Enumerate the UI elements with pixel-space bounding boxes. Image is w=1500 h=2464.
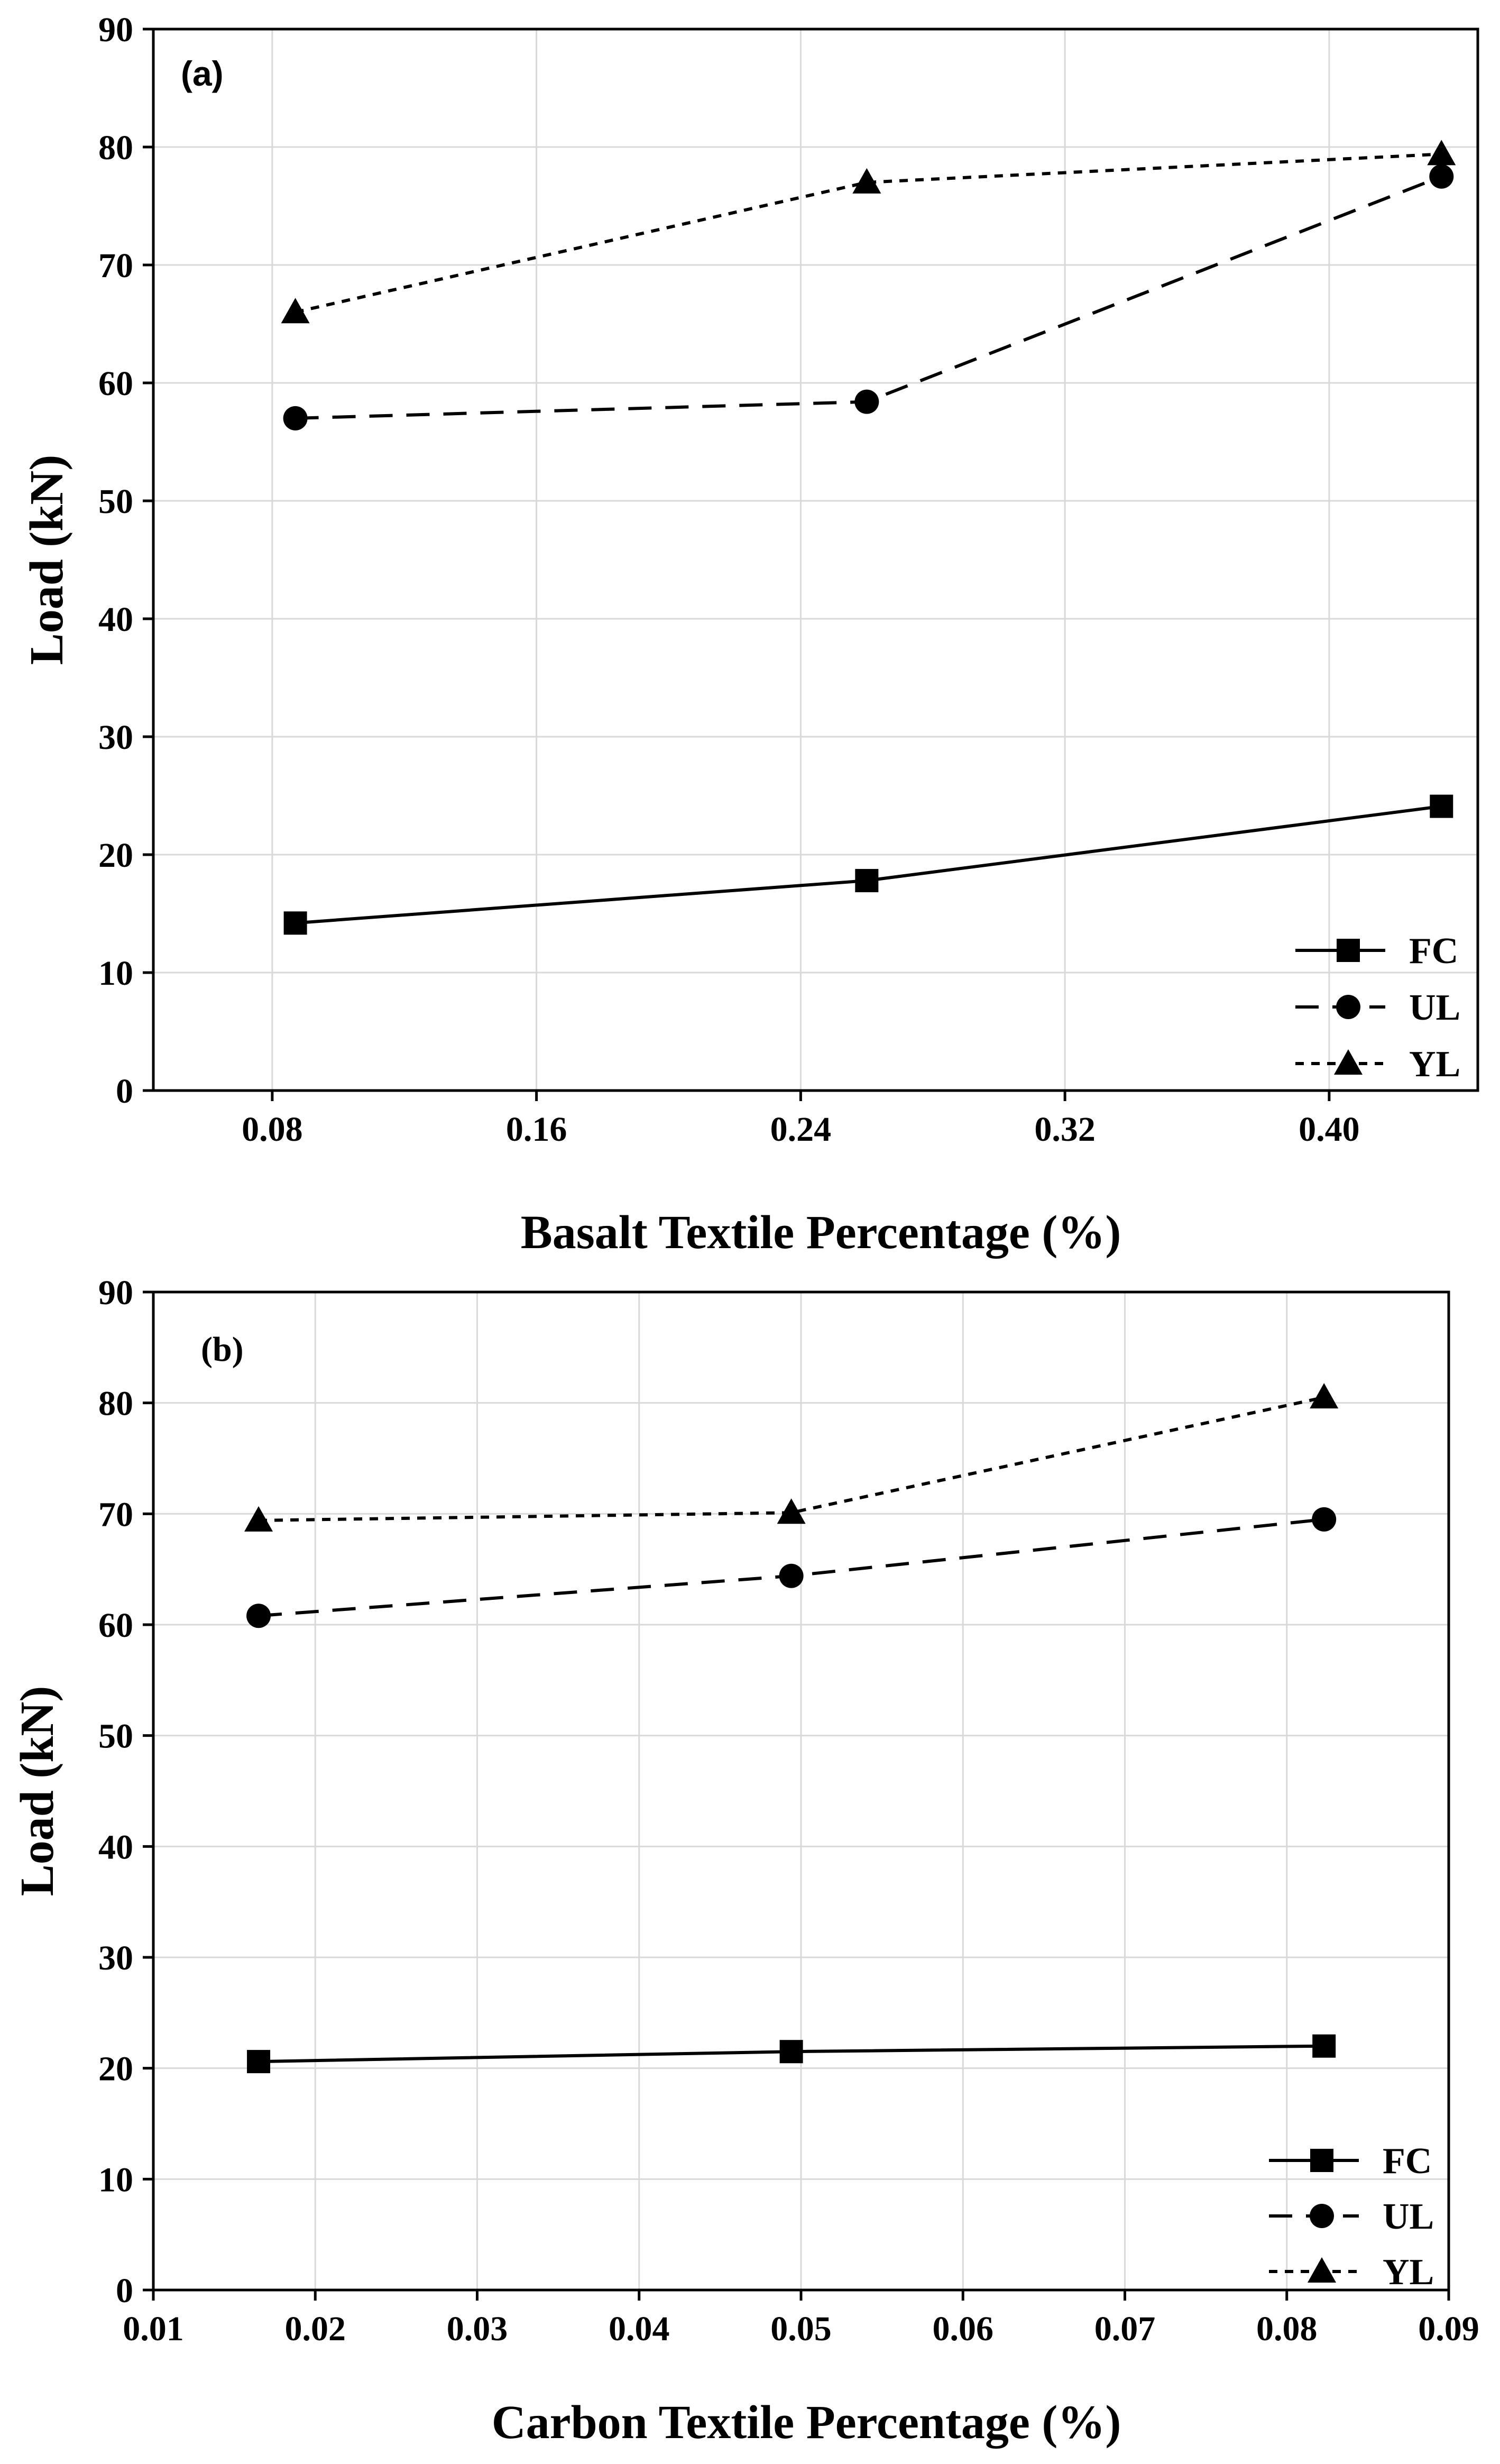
series-line-fc	[295, 804, 1442, 925]
x-tick-label: 0.06	[933, 2310, 994, 2348]
legend-marker-ul	[1336, 995, 1360, 1019]
data-point-ul	[1312, 1507, 1337, 1532]
y-tick-label: 0	[116, 1072, 133, 1111]
y-tick-label: 50	[98, 482, 133, 521]
data-point-ul	[283, 406, 308, 430]
y-axis-title: Load (kN)	[11, 1686, 63, 1897]
series-line-yl	[259, 1396, 1324, 1522]
y-tick-label: 60	[98, 1606, 133, 1645]
legend-marker-ul	[1310, 2204, 1334, 2228]
data-point-fc	[855, 869, 879, 893]
y-tick-label: 10	[98, 2160, 133, 2199]
legend-marker-yl	[1334, 1049, 1363, 1075]
y-tick-label: 60	[98, 364, 133, 403]
data-point-fc	[1312, 2034, 1336, 2058]
data-point-fc	[779, 2040, 803, 2064]
x-tick-label: 0.24	[770, 1110, 832, 1149]
x-tick-label: 0.08	[242, 1110, 303, 1149]
y-tick-label: 0	[116, 2271, 133, 2310]
y-axis-title: Load (kN)	[21, 455, 73, 665]
legend-label-ul: UL	[1383, 2196, 1434, 2237]
y-tick-label: 90	[98, 1274, 133, 1312]
legend-marker-fc	[1310, 2149, 1333, 2172]
data-point-fc	[283, 911, 307, 935]
legend-label-fc: FC	[1409, 931, 1458, 972]
data-point-ul	[1429, 164, 1454, 189]
legend-label-yl: YL	[1409, 1044, 1460, 1085]
data-point-ul	[246, 1604, 271, 1628]
data-point-fc	[247, 2050, 271, 2074]
y-tick-label: 20	[98, 836, 133, 875]
y-tick-label: 40	[98, 1828, 133, 1866]
panel-label: (a)	[181, 54, 224, 93]
data-point-yl	[1310, 1383, 1339, 1409]
legend-label-ul: UL	[1409, 987, 1460, 1028]
data-point-yl	[852, 168, 881, 194]
y-tick-label: 40	[98, 600, 133, 639]
series-line-yl	[295, 152, 1442, 314]
y-tick-label: 50	[98, 1717, 133, 1756]
y-tick-label: 90	[98, 11, 133, 49]
y-tick-label: 80	[98, 129, 133, 167]
chart-panel-b: 0.01 0.02 0.03 0.04 0.05 0.06 0.07 0.08 0.09 0 10 2…	[11, 1274, 1479, 2449]
y-tick-label: 30	[98, 718, 133, 757]
y-tick-label: 30	[98, 1939, 133, 1977]
chart-panel-a: 0.08 0.16 0.24 0.32 0.40 0 10 20 30 40 50 60 70 80 90 B…	[21, 11, 1479, 1259]
data-point-yl	[777, 1498, 806, 1524]
x-axis-title: Basalt Textile Percentage (%)	[521, 1206, 1121, 1259]
x-tick-label: 0.40	[1299, 1110, 1360, 1149]
data-point-ul	[854, 389, 879, 414]
data-point-fc	[1430, 794, 1453, 818]
data-point-ul	[779, 1563, 804, 1588]
x-tick-label: 0.04	[609, 2310, 670, 2348]
plot-frame	[152, 28, 1479, 1092]
x-tick-label: 0.02	[285, 2310, 346, 2348]
y-tick-label: 70	[98, 246, 133, 285]
panel-label: (b)	[201, 1330, 244, 1369]
series-line-ul	[295, 175, 1442, 420]
legend-marker-fc	[1337, 939, 1360, 962]
y-tick-label: 70	[98, 1495, 133, 1534]
x-tick-label: 0.16	[506, 1110, 567, 1149]
data-point-yl	[244, 1506, 273, 1532]
x-tick-label: 0.01	[123, 2310, 184, 2348]
x-axis-title: Carbon Textile Percentage (%)	[492, 2396, 1121, 2449]
y-tick-label: 80	[98, 1385, 133, 1423]
y-tick-label: 10	[98, 954, 133, 993]
x-tick-label: 0.09	[1418, 2310, 1479, 2348]
legend-label-yl: YL	[1383, 2252, 1434, 2293]
x-tick-label: 0.08	[1256, 2310, 1318, 2348]
legend-label-fc: FC	[1383, 2141, 1432, 2182]
x-tick-label: 0.03	[447, 2310, 508, 2348]
data-point-yl	[1427, 140, 1456, 166]
data-point-yl	[281, 298, 310, 324]
legend-marker-yl	[1308, 2257, 1336, 2283]
y-tick-label: 20	[98, 2050, 133, 2089]
x-tick-label: 0.05	[770, 2310, 832, 2348]
x-tick-label: 0.07	[1094, 2310, 1156, 2348]
x-tick-label: 0.32	[1034, 1110, 1096, 1149]
